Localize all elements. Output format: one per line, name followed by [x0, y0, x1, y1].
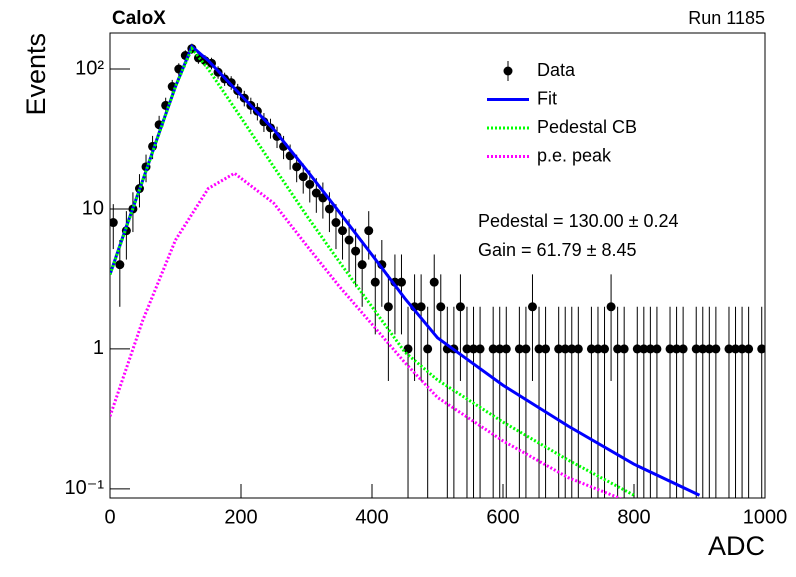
data-point [541, 344, 551, 354]
plot-frame [109, 32, 766, 499]
y-tick-label: 10⁻¹ [65, 477, 105, 499]
data-point [462, 344, 472, 354]
data-point [691, 344, 701, 354]
plot-area [110, 43, 765, 498]
data-point [593, 344, 603, 354]
data-point [469, 344, 479, 354]
data-point [364, 226, 374, 236]
data-point [567, 344, 577, 354]
data-point [573, 344, 583, 354]
data-point [110, 218, 118, 228]
data-point [298, 172, 308, 182]
data-point [115, 260, 125, 270]
data-point [613, 344, 623, 354]
data-point [534, 344, 544, 354]
data-point [331, 218, 341, 228]
y-tick-label: 10 [82, 197, 104, 219]
data-point [370, 277, 380, 287]
data-point [737, 344, 747, 354]
data-point [521, 344, 531, 354]
fit-curve [110, 171, 622, 498]
data-point [645, 344, 655, 354]
data-point [429, 277, 439, 287]
data-point [698, 344, 708, 354]
legend-swatch [503, 66, 513, 76]
data-point [324, 204, 334, 214]
x-tick-label: 200 [224, 506, 257, 528]
data-point [744, 344, 754, 354]
data-point [711, 344, 721, 354]
data-point [678, 344, 688, 354]
x-tick-label: 800 [617, 506, 650, 528]
data-point [652, 344, 662, 354]
data-point [619, 344, 629, 354]
data-point [606, 302, 616, 312]
data-point [704, 344, 714, 354]
x-tick-label: 600 [486, 506, 519, 528]
data-point [305, 179, 315, 189]
y-tick-label: 1 [93, 337, 104, 359]
data-point [501, 344, 511, 354]
data-point [724, 344, 734, 354]
x-tick-label: 1000 [743, 506, 788, 528]
data-point [416, 302, 426, 312]
run-label: Run 1185 [688, 8, 765, 28]
data-point [527, 302, 537, 312]
data-point [383, 302, 393, 312]
fit-curve [110, 45, 635, 497]
data-point [495, 344, 505, 354]
data-point [357, 260, 367, 270]
annotation: Pedestal = 130.00 ± 0.24 [478, 211, 679, 231]
data-point [311, 188, 321, 198]
data-point [475, 344, 485, 354]
data-point [665, 344, 675, 354]
data-point [600, 344, 610, 354]
x-tick-label: 400 [355, 506, 388, 528]
data-point [560, 344, 570, 354]
data-point [292, 162, 302, 172]
data-point [731, 344, 741, 354]
data-point [586, 344, 596, 354]
legend-label: Pedestal CB [537, 117, 637, 137]
data-point [672, 344, 682, 354]
data-point [632, 344, 642, 354]
legend-label: Data [537, 60, 576, 80]
data-point [403, 344, 413, 354]
x-tick-label: 0 [104, 506, 115, 528]
data-point [396, 277, 406, 287]
x-axis-label: ADC [708, 531, 765, 561]
data-point [351, 246, 361, 256]
chart-title: CaloX [112, 8, 166, 29]
data-point [639, 344, 649, 354]
annotation: Gain = 61.79 ± 8.45 [478, 240, 637, 260]
data-point [344, 235, 354, 245]
y-tick-label: 10² [75, 57, 104, 79]
data-point [436, 302, 446, 312]
data-point [455, 302, 465, 312]
data-point [514, 344, 524, 354]
data-point [554, 344, 564, 354]
data-point [757, 344, 765, 354]
legend-label: p.e. peak [537, 145, 612, 165]
data-point [423, 344, 433, 354]
data-point [488, 344, 498, 354]
data-point [338, 226, 348, 236]
legend-label: Fit [537, 88, 557, 108]
y-axis-label: Events [21, 33, 51, 116]
